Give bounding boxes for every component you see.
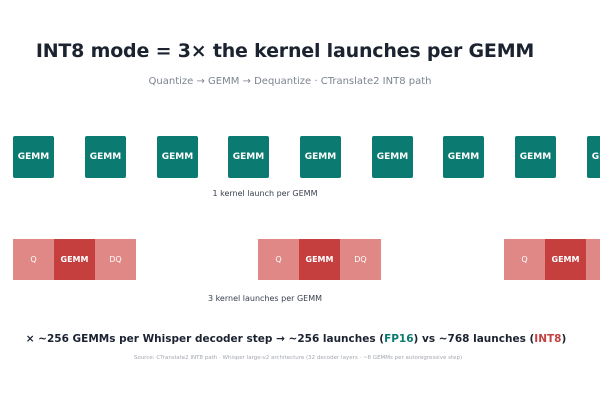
quantize-block: Q <box>258 239 299 280</box>
int8-launch-group: Q GEMM DQ <box>13 239 136 280</box>
summary-line: × ~256 GEMMs per Whisper decoder step → … <box>0 333 592 345</box>
fp16-gemm-box: GEMM <box>85 136 126 178</box>
fp16-gemm-box: GEMM <box>372 136 413 178</box>
fp16-gemm-box: GEMM <box>157 136 198 178</box>
dequantize-block: DQ <box>95 239 136 280</box>
summary-suffix: ) <box>561 333 567 345</box>
fp16-gemm-box: GEMM <box>515 136 556 178</box>
summary-middle: ) vs ~768 launches ( <box>413 333 535 345</box>
fp16-caption: 1 kernel launch per GEMM <box>212 189 318 198</box>
summary-prefix: × ~256 GEMMs per Whisper decoder step → … <box>25 333 385 345</box>
int8-launch-row: Q GEMM DQ Q GEMM DQ Q GEMM DQ <box>0 239 600 280</box>
page-subtitle: Quantize → GEMM → Dequantize · CTranslat… <box>148 76 432 87</box>
fp16-gemm-box: GEMM <box>587 136 600 178</box>
page-title: INT8 mode = 3× the kernel launches per G… <box>35 40 535 62</box>
int8-gemm-block: GEMM <box>54 239 95 280</box>
quantize-block: Q <box>504 239 545 280</box>
dequantize-block: DQ <box>586 239 600 280</box>
dequantize-block: DQ <box>340 239 381 280</box>
fp16-gemm-box: GEMM <box>300 136 341 178</box>
int8-caption: 3 kernel launches per GEMM <box>207 294 323 303</box>
quantize-block: Q <box>13 239 54 280</box>
summary-int8-label: INT8 <box>534 333 562 345</box>
fp16-launch-row: GEMM GEMM GEMM GEMM GEMM GEMM GEMM GEMM … <box>0 136 600 178</box>
fp16-gemm-box: GEMM <box>13 136 54 178</box>
summary-fp16-label: FP16 <box>384 333 414 345</box>
int8-launch-group: Q GEMM DQ <box>258 239 381 280</box>
int8-gemm-block: GEMM <box>545 239 586 280</box>
int8-launch-group: Q GEMM DQ <box>504 239 600 280</box>
source-note: Source: CTranslate2 INT8 path · Whisper … <box>133 355 463 361</box>
fp16-gemm-box: GEMM <box>228 136 269 178</box>
fp16-gemm-box: GEMM <box>443 136 484 178</box>
int8-gemm-block: GEMM <box>299 239 340 280</box>
